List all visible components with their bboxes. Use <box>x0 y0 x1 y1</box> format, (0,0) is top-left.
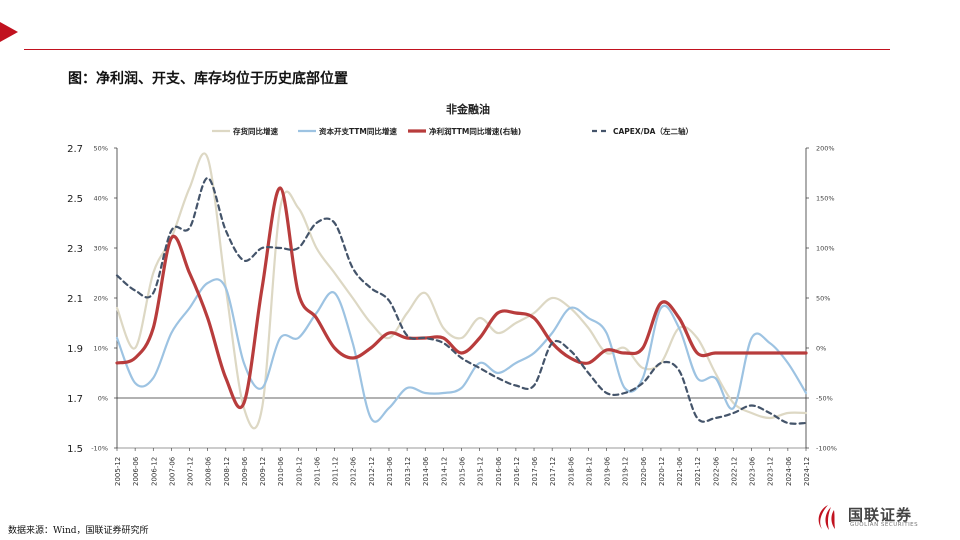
left-inner-tick-label: -10% <box>91 445 108 453</box>
left-outer-tick-label: 1.7 <box>67 394 83 405</box>
x-tick-label: 2015-06 <box>459 456 467 486</box>
header-rule <box>24 49 890 50</box>
figure-title: 图：净利润、开支、库存均位于历史底部位置 <box>68 71 348 87</box>
right-tick-label: 100% <box>816 245 835 253</box>
x-tick-label: 2024-06 <box>785 456 793 486</box>
x-tick-label: 2005-12 <box>114 457 122 486</box>
logo-name-cn: 国联证券 <box>848 506 913 524</box>
x-tick-label: 2011-06 <box>313 456 321 486</box>
x-tick-label: 2023-06 <box>749 456 757 486</box>
left-outer-tick-label: 2.3 <box>67 244 83 255</box>
series-line-4 <box>115 176 808 425</box>
x-tick-label: 2011-12 <box>332 457 340 486</box>
left-outer-tick-label: 1.5 <box>67 444 83 455</box>
left-inner-tick-label: 20% <box>94 295 108 303</box>
x-tick-label: 2016-06 <box>495 456 503 486</box>
logo-mark-icon <box>818 505 835 530</box>
x-tick-label: 2019-12 <box>622 457 630 486</box>
x-tick-label: 2006-06 <box>132 456 140 486</box>
chart-legend: 存货同比增速 资本开支TTM同比增速 净利润TTM同比增速(右轴) CAPEX/DA（… <box>212 126 693 136</box>
x-tick-label: 2007-06 <box>168 456 176 486</box>
right-tick-label: 150% <box>816 195 835 203</box>
x-tick-label: 2007-12 <box>187 457 195 486</box>
x-tick-label: 2017-12 <box>549 457 557 486</box>
chart-title: 非金融油 <box>446 102 490 116</box>
data-source-note: 数据来源：Wind，国联证券研究所 <box>8 526 149 536</box>
x-tick-label: 2024-12 <box>803 457 811 486</box>
x-tick-label: 2016-12 <box>513 457 521 486</box>
x-tick-label: 2012-12 <box>368 457 376 486</box>
legend-label-1: 存货同比增速 <box>232 126 278 136</box>
left-outer-tick-label: 2.1 <box>67 294 83 305</box>
logo-name-en: GUOLIAN SECURITIES <box>850 522 919 528</box>
x-tick-label: 2023-12 <box>767 457 775 486</box>
x-tick-label: 2008-12 <box>223 457 231 486</box>
left-inner-tick-label: 30% <box>94 245 108 253</box>
x-tick-label: 2010-06 <box>277 456 285 486</box>
left-inner-tick-label: 10% <box>94 345 108 353</box>
series-line-3 <box>115 186 808 410</box>
left-inner-tick-label: 50% <box>94 145 108 153</box>
x-tick-label: 2021-06 <box>676 456 684 486</box>
legend-label-4: CAPEX/DA（左二轴） <box>613 126 693 136</box>
right-tick-label: 0% <box>816 345 826 353</box>
x-tick-label: 2015-12 <box>477 457 485 486</box>
x-tick-label: 2017-06 <box>531 456 539 486</box>
series-line-2 <box>115 278 808 423</box>
right-tick-label: 200% <box>816 145 835 153</box>
x-tick-label: 2020-12 <box>658 457 666 486</box>
x-tick-label: 2022-12 <box>730 457 738 486</box>
x-tick-label: 2008-06 <box>205 456 213 486</box>
chart-plot-area <box>115 152 808 430</box>
x-tick-label: 2014-06 <box>422 456 430 486</box>
x-tick-label: 2012-06 <box>350 456 358 486</box>
left-outer-tick-label: 1.9 <box>67 344 83 355</box>
x-tick-label: 2009-12 <box>259 457 267 486</box>
x-tick-label: 2013-06 <box>386 456 394 486</box>
x-tick-label: 2009-06 <box>241 456 249 486</box>
left-outer-tick-label: 2.7 <box>67 144 83 155</box>
x-tick-label: 2006-12 <box>150 457 158 486</box>
chart-axes: 1.5 1.7 1.9 2.1 2.3 2.5 2.7 -10% 0% 10% 20% 30% 40% 5… <box>67 144 837 486</box>
right-tick-label: -50% <box>816 395 833 403</box>
left-inner-tick-label: 0% <box>98 395 108 403</box>
company-logo: 国联证券 GUOLIAN SECURITIES <box>812 502 932 534</box>
left-inner-tick-label: 40% <box>94 195 108 203</box>
x-tick-label: 2020-06 <box>640 456 648 486</box>
x-tick-label: 2013-12 <box>404 457 412 486</box>
x-tick-label: 2018-12 <box>585 457 593 486</box>
x-tick-label: 2010-12 <box>295 457 303 486</box>
right-tick-label: -100% <box>816 445 837 453</box>
legend-label-3: 净利润TTM同比增速(右轴) <box>429 126 521 136</box>
legend-label-2: 资本开支TTM同比增速 <box>319 126 397 136</box>
left-outer-tick-label: 2.5 <box>67 194 83 205</box>
x-tick-label: 2021-12 <box>694 457 702 486</box>
x-tick-label: 2019-06 <box>604 456 612 486</box>
x-tick-label: 2018-06 <box>567 456 575 486</box>
x-tick-label: 2014-12 <box>440 457 448 486</box>
slide-marker <box>0 22 18 42</box>
right-tick-label: 50% <box>816 295 830 303</box>
x-tick-label: 2022-06 <box>712 456 720 486</box>
